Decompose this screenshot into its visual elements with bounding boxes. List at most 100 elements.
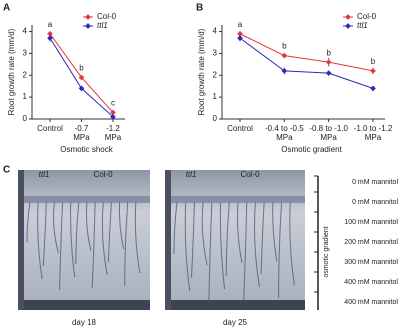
x-axis-label: Osmotic shock — [60, 145, 113, 154]
y-tick-label: 2 — [213, 70, 218, 79]
significance-letter: b — [282, 42, 287, 51]
significance-letter: b — [79, 64, 84, 73]
genotype-label: Col-0 — [93, 170, 113, 179]
point — [78, 74, 85, 81]
legend-marker — [345, 23, 351, 29]
root — [53, 201, 59, 254]
scale-title: osmotic gradient — [323, 226, 330, 277]
series-line — [239, 33, 374, 72]
panel-letter: A — [3, 3, 10, 14]
root — [173, 201, 178, 255]
y-tick-label: 1 — [23, 92, 28, 101]
legend-label: Col-0 — [97, 12, 117, 21]
root — [118, 201, 125, 250]
y-tick-label: 4 — [213, 27, 218, 36]
root — [59, 201, 64, 291]
x-tick-label: -1.0 to -1.2 MPa — [353, 124, 393, 142]
point — [325, 59, 332, 65]
x-tick-label: -0.8 to -1.0 MPa — [309, 124, 348, 142]
mannitol-label: 100 mM mannitol — [344, 219, 398, 226]
genotype-label: ttl1 — [39, 170, 50, 179]
legend-label: ttl1 — [357, 21, 368, 30]
point — [281, 52, 288, 59]
root — [70, 201, 76, 278]
mannitol-label: 400 mM mannitol — [344, 299, 398, 306]
mannitol-label: 0 mM mannitol — [352, 199, 398, 206]
series-line — [49, 33, 114, 113]
root — [124, 201, 129, 287]
x-tick-label: Control — [37, 124, 63, 133]
root — [37, 201, 43, 280]
panel-letter: B — [196, 3, 203, 14]
point — [325, 70, 332, 76]
x-tick-label: -1.2 MPa — [104, 124, 122, 142]
point — [78, 85, 85, 92]
plate-edge — [18, 300, 150, 310]
legend-marker — [345, 14, 351, 20]
plate-side — [165, 170, 171, 310]
panel-letter: C — [3, 165, 10, 176]
root — [272, 201, 278, 262]
root — [42, 201, 47, 267]
genotype-label: Col-0 — [240, 170, 260, 179]
root — [107, 201, 112, 263]
y-tick-label: 4 — [23, 27, 28, 36]
root — [254, 201, 260, 288]
point — [281, 68, 288, 74]
mannitol-label: 400 mM mannitol — [344, 279, 398, 286]
root — [225, 201, 230, 277]
root — [134, 201, 141, 274]
root — [190, 201, 195, 279]
y-tick-label: 3 — [23, 49, 28, 58]
root — [289, 201, 295, 286]
y-tick-label: 0 — [213, 114, 218, 123]
point — [110, 109, 116, 116]
root — [237, 201, 243, 264]
seedlings — [24, 196, 150, 203]
y-tick-label: 1 — [213, 92, 218, 101]
mannitol-label: 200 mM mannitol — [344, 239, 398, 246]
significance-letter: a — [48, 20, 53, 29]
genotype-label: ttl1 — [186, 170, 197, 179]
root — [184, 201, 191, 292]
root — [260, 201, 265, 275]
root — [86, 201, 92, 252]
y-tick-label: 0 — [23, 114, 28, 123]
root — [201, 201, 208, 266]
significance-letter: b — [326, 48, 331, 57]
point — [370, 85, 376, 92]
plate-photo — [165, 170, 305, 310]
root — [208, 201, 213, 303]
significance-letter: b — [371, 57, 376, 66]
y-tick-label: 3 — [213, 49, 218, 58]
root — [278, 201, 283, 299]
x-tick-label: -0.7 MPa — [73, 124, 90, 142]
mannitol-label: 300 mM mannitol — [344, 259, 398, 266]
plate-photo — [18, 170, 150, 310]
point — [370, 68, 376, 74]
x-axis-label: Osmotic gradient — [281, 145, 342, 154]
root — [26, 201, 31, 243]
day-caption: day 18 — [72, 318, 97, 327]
plate-edge — [165, 300, 305, 310]
x-tick-label: -0.4 to -0.5 MPa — [264, 124, 304, 142]
day-caption: day 25 — [223, 318, 248, 327]
y-axis-label: Root growth rate (mm/d) — [7, 28, 16, 115]
y-axis-label: Root growth rate (mm/d) — [197, 28, 206, 115]
mannitol-label: 0 mM mannitol — [352, 179, 398, 186]
x-tick-label: Control — [227, 124, 253, 133]
root — [219, 201, 226, 290]
legend-marker — [85, 14, 91, 20]
legend-label: Col-0 — [357, 12, 377, 21]
seedlings — [171, 196, 305, 203]
root — [91, 201, 96, 289]
significance-letter: a — [238, 20, 243, 29]
significance-letter: c — [111, 99, 115, 108]
point — [110, 113, 116, 120]
series-line — [239, 37, 374, 89]
y-tick-label: 2 — [23, 70, 28, 79]
legend-label: ttl1 — [97, 21, 108, 30]
root — [75, 201, 80, 265]
